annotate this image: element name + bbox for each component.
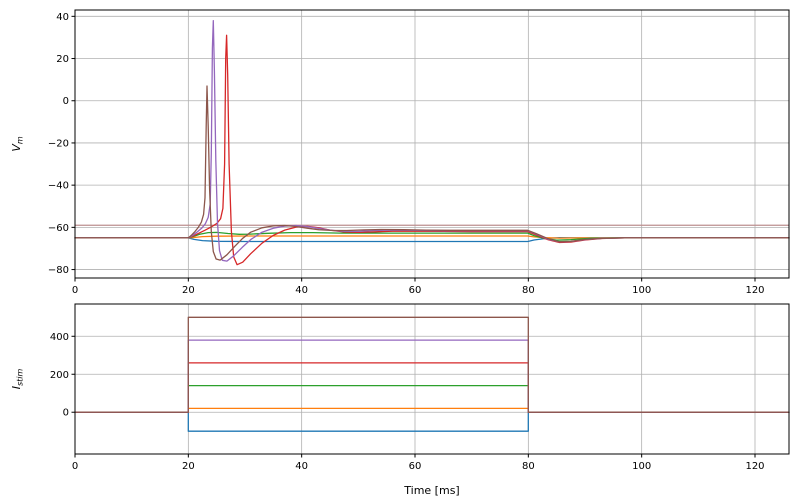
x-axis-label: Time [ms] xyxy=(403,484,459,497)
y-tick-label: 20 xyxy=(56,54,69,65)
y-axis-label: Vm xyxy=(10,136,25,152)
series-line-stim=260 xyxy=(74,362,790,413)
series-line-stim=-100 xyxy=(74,411,790,432)
x-tick-label: 80 xyxy=(522,285,535,296)
x-tick-label: 100 xyxy=(632,461,651,472)
x-tick-label: 100 xyxy=(632,285,651,296)
y-tick-label: 0 xyxy=(63,408,69,419)
y-tick-label: −80 xyxy=(48,265,69,276)
x-tick-label: 120 xyxy=(745,461,764,472)
x-tick-label: 40 xyxy=(295,461,308,472)
x-tick-label: 40 xyxy=(295,285,308,296)
series-line-stim=380 xyxy=(74,339,790,413)
x-tick-label: 60 xyxy=(409,285,422,296)
x-tick-label: 120 xyxy=(745,285,764,296)
x-tick-label: 80 xyxy=(522,461,535,472)
plot-frame xyxy=(74,9,790,279)
y-tick-label: −20 xyxy=(48,138,69,149)
y-tick-label: 400 xyxy=(50,332,69,343)
series-line-stim=500 xyxy=(74,85,790,261)
axes-V_m: 0 20 40 60 80 100 120 −80 −60 −40 −20 0 20 40 Vm xyxy=(10,9,790,296)
series-line-stim=260 xyxy=(74,34,790,266)
y-tick-label: 40 xyxy=(56,12,69,23)
x-tick-label: 0 xyxy=(72,285,78,296)
axes-I_stim: 0 20 40 60 80 100 120 0 200 400 Istim Time [ms] xyxy=(10,303,790,497)
y-tick-label: −40 xyxy=(48,181,69,192)
x-tick-label: 60 xyxy=(409,461,422,472)
series-line-stim=140 xyxy=(74,231,790,241)
x-tick-label: 20 xyxy=(182,285,195,296)
y-tick-label: 200 xyxy=(50,370,69,381)
y-tick-label: −60 xyxy=(48,223,69,234)
series-line-stim=20 xyxy=(74,235,790,239)
y-tick-label: 0 xyxy=(63,96,69,107)
x-tick-label: 0 xyxy=(72,461,78,472)
plot-frame xyxy=(74,303,790,455)
series-line-stim=500 xyxy=(74,316,790,413)
x-tick-label: 20 xyxy=(182,461,195,472)
y-axis-label: Istim xyxy=(10,369,25,390)
